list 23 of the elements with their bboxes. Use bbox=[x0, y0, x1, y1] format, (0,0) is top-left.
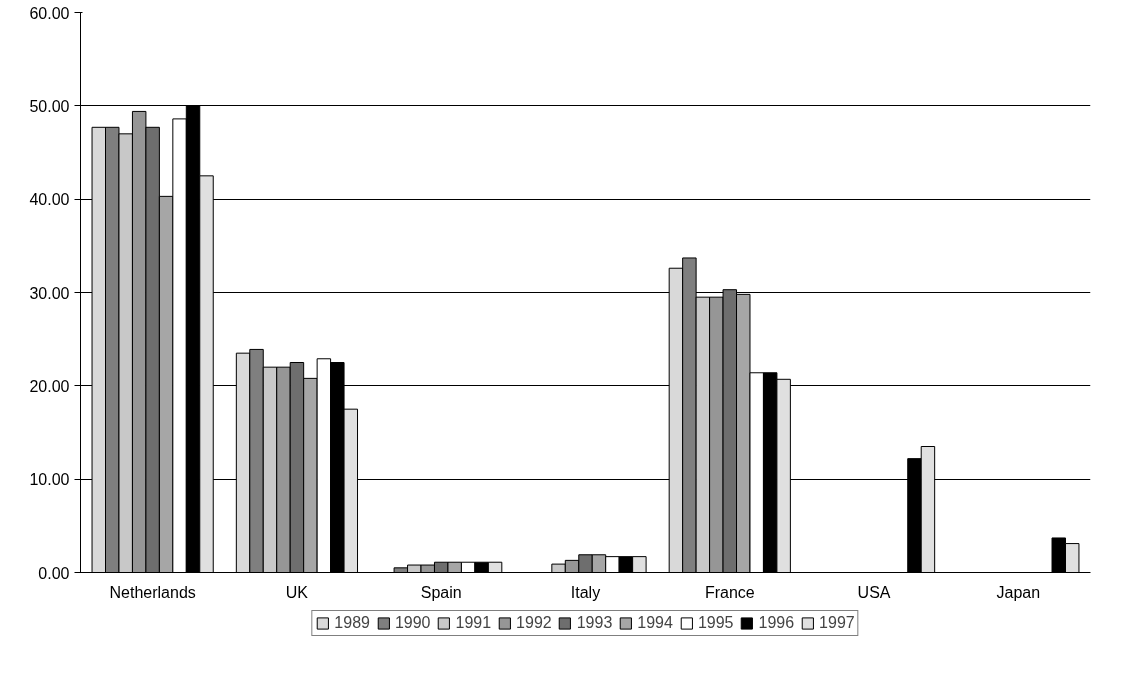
y-tick-label: 40.00 bbox=[29, 191, 70, 209]
legend-label: 1991 bbox=[455, 614, 492, 632]
x-tick-label: Italy bbox=[570, 583, 601, 601]
y-tick-label: 0.00 bbox=[38, 564, 70, 582]
legend-label: 1992 bbox=[516, 614, 552, 632]
x-tick-label: Spain bbox=[420, 583, 462, 601]
y-tick-label: 50.00 bbox=[29, 97, 70, 115]
x-tick-label: Netherlands bbox=[109, 583, 196, 601]
x-tick-label: France bbox=[704, 583, 755, 601]
legend-label: 1993 bbox=[576, 614, 613, 632]
legend-label: 1994 bbox=[637, 614, 673, 632]
x-tick-label: USA bbox=[857, 583, 891, 601]
y-tick-label: 30.00 bbox=[29, 284, 70, 302]
y-tick-label: 20.00 bbox=[29, 377, 70, 395]
y-tick-label: 60.00 bbox=[29, 4, 70, 22]
legend-label: 1997 bbox=[819, 614, 855, 632]
legend-label: 1990 bbox=[394, 614, 431, 632]
x-tick-label: Japan bbox=[996, 583, 1041, 601]
x-tick-label: UK bbox=[285, 583, 309, 601]
y-tick-label: 10.00 bbox=[29, 471, 70, 489]
legend-label: 1989 bbox=[334, 614, 370, 632]
legend-label: 1995 bbox=[697, 614, 734, 632]
legend-label: 1996 bbox=[758, 614, 795, 632]
